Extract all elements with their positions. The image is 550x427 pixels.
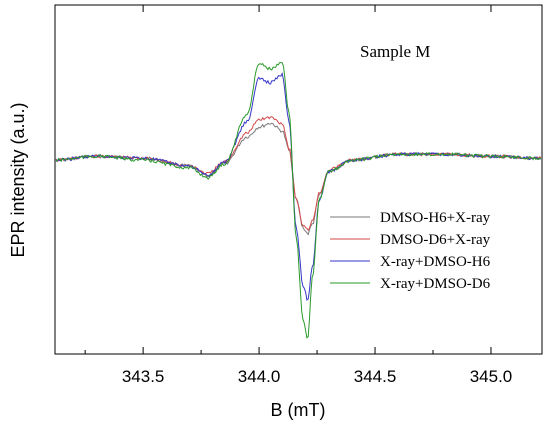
sample-annotation: Sample M xyxy=(360,42,430,61)
legend-label: X-ray+DMSO-H6 xyxy=(380,254,491,270)
legend-label: X-ray+DMSO-D6 xyxy=(380,276,491,292)
legend-label: DMSO-H6+X-ray xyxy=(380,210,491,226)
x-tick-label: 344.5 xyxy=(354,367,397,386)
x-tick-label: 343.5 xyxy=(122,367,165,386)
series-line-3 xyxy=(55,71,542,301)
y-axis-label: EPR intensity (a.u.) xyxy=(8,102,28,257)
plot-frame xyxy=(54,4,543,355)
legend-label: DMSO-D6+X-ray xyxy=(380,232,491,248)
x-tick-label: 344.0 xyxy=(238,367,281,386)
x-tick-label: 345.0 xyxy=(470,367,513,386)
series-line-4 xyxy=(55,62,542,339)
x-axis-label: B (mT) xyxy=(271,400,326,420)
